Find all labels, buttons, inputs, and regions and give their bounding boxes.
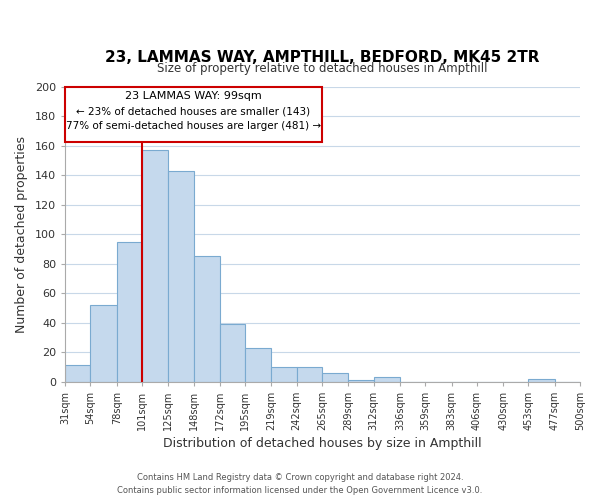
Text: 77% of semi-detached houses are larger (481) →: 77% of semi-detached houses are larger (… bbox=[66, 121, 321, 131]
Bar bbox=[116, 242, 142, 382]
Bar bbox=[220, 324, 245, 382]
Bar bbox=[297, 367, 322, 382]
Text: 23 LAMMAS WAY: 99sqm: 23 LAMMAS WAY: 99sqm bbox=[125, 92, 262, 102]
Bar bbox=[271, 367, 297, 382]
Bar bbox=[168, 171, 194, 382]
Bar bbox=[374, 377, 400, 382]
X-axis label: Distribution of detached houses by size in Ampthill: Distribution of detached houses by size … bbox=[163, 437, 482, 450]
Text: ← 23% of detached houses are smaller (143): ← 23% of detached houses are smaller (14… bbox=[76, 106, 311, 116]
FancyBboxPatch shape bbox=[65, 87, 322, 142]
Bar bbox=[529, 378, 555, 382]
Bar bbox=[91, 305, 116, 382]
Bar bbox=[322, 373, 349, 382]
Text: Contains HM Land Registry data © Crown copyright and database right 2024.
Contai: Contains HM Land Registry data © Crown c… bbox=[118, 474, 482, 495]
Title: 23, LAMMAS WAY, AMPTHILL, BEDFORD, MK45 2TR: 23, LAMMAS WAY, AMPTHILL, BEDFORD, MK45 … bbox=[105, 50, 540, 65]
Y-axis label: Number of detached properties: Number of detached properties bbox=[15, 136, 28, 333]
Bar bbox=[349, 380, 374, 382]
Bar bbox=[65, 366, 91, 382]
Bar bbox=[245, 348, 271, 382]
Text: Size of property relative to detached houses in Ampthill: Size of property relative to detached ho… bbox=[157, 62, 488, 75]
Bar bbox=[142, 150, 168, 382]
Bar bbox=[194, 256, 220, 382]
